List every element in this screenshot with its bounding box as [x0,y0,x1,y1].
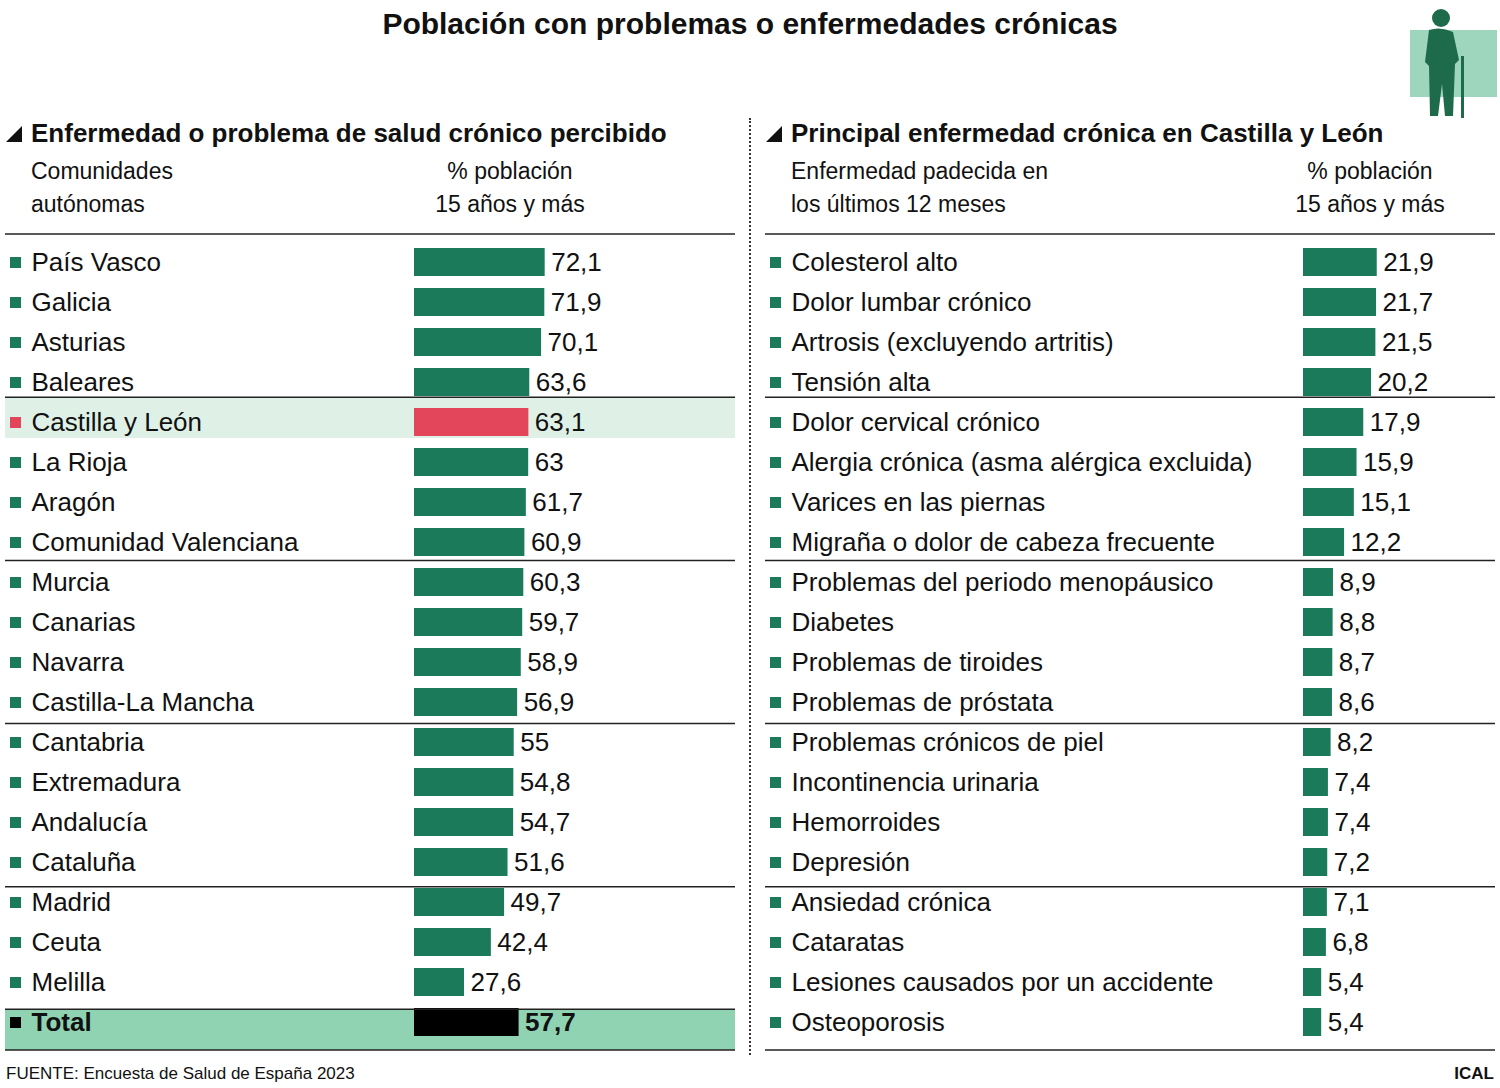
svg-text:12,2: 12,2 [1351,527,1402,557]
svg-text:Murcia: Murcia [32,567,111,597]
svg-text:60,9: 60,9 [531,527,582,557]
svg-text:Diabetes: Diabetes [792,607,895,637]
svg-text:Lesiones causados por un accid: Lesiones causados por un accidente [792,967,1214,997]
svg-text:5,4: 5,4 [1328,1007,1364,1037]
svg-text:8,8: 8,8 [1339,607,1375,637]
svg-text:63,6: 63,6 [536,367,587,397]
html-text:Enfermedad o problema de salud: Enfermedad o problema de salud crónico p… [31,118,667,148]
html-text:Principal enfermedad crónica e: Principal enfermedad crónica en Castilla… [791,118,1384,148]
svg-text:8,2: 8,2 [1337,727,1373,757]
svg-text:49,7: 49,7 [511,887,562,917]
svg-text:Problemas del periodo menopáus: Problemas del periodo menopáusico [792,567,1214,597]
svg-text:Alergia crónica (asma alérgica: Alergia crónica (asma alérgica excluida) [792,447,1253,477]
svg-text:Problemas de próstata: Problemas de próstata [792,687,1054,717]
svg-text:27,6: 27,6 [471,967,522,997]
svg-text:8,9: 8,9 [1339,567,1375,597]
svg-text:Osteoporosis: Osteoporosis [792,1007,945,1037]
svg-text:Castilla-La Mancha: Castilla-La Mancha [32,687,255,717]
svg-text:21,9: 21,9 [1383,247,1434,277]
svg-text:Melilla: Melilla [32,967,106,997]
svg-text:59,7: 59,7 [529,607,580,637]
svg-text:Baleares: Baleares [32,367,135,397]
svg-text:Migraña o dolor de cabeza frec: Migraña o dolor de cabeza frecuente [792,527,1216,557]
html-text:FUENTE: Encuesta de Salud de E: FUENTE: Encuesta de Salud de España 2023 [6,1064,355,1083]
svg-text:21,7: 21,7 [1383,287,1434,317]
svg-text:Extremadura: Extremadura [32,767,181,797]
svg-text:Cataratas: Cataratas [792,927,905,957]
svg-text:54,8: 54,8 [520,767,571,797]
svg-text:Andalucía: Andalucía [32,807,148,837]
svg-text:Varices en las piernas: Varices en las piernas [792,487,1046,517]
svg-text:72,1: 72,1 [551,247,602,277]
svg-text:Ceuta: Ceuta [32,927,102,957]
svg-text:Depresión: Depresión [792,847,911,877]
svg-text:20,2: 20,2 [1378,367,1429,397]
svg-text:Incontinencia urinaria: Incontinencia urinaria [792,767,1040,797]
svg-text:55: 55 [520,727,549,757]
svg-text:63: 63 [535,447,564,477]
svg-text:Galicia: Galicia [32,287,112,317]
svg-text:Cataluña: Cataluña [32,847,137,877]
svg-text:5,4: 5,4 [1328,967,1364,997]
svg-text:Hemorroides: Hemorroides [792,807,941,837]
svg-text:Madrid: Madrid [32,887,111,917]
svg-text:La Rioja: La Rioja [32,447,128,477]
svg-text:17,9: 17,9 [1370,407,1421,437]
html-text:% población 15 años y más: % población 15 años y más [1295,158,1445,217]
svg-text:Artrosis (excluyendo artritis): Artrosis (excluyendo artritis) [792,327,1114,357]
svg-text:8,6: 8,6 [1338,687,1374,717]
svg-text:Aragón: Aragón [32,487,116,517]
svg-text:71,9: 71,9 [551,287,602,317]
svg-text:15,1: 15,1 [1360,487,1411,517]
svg-text:54,7: 54,7 [520,807,571,837]
svg-text:60,3: 60,3 [530,567,581,597]
html-text:Población con problemas o enfe: Población con problemas o enfermedades c… [382,7,1118,40]
html-text:Enfermedad padecida en los últ: Enfermedad padecida en los últimos 12 me… [791,158,1048,217]
svg-text:42,4: 42,4 [497,927,548,957]
svg-text:6,8: 6,8 [1332,927,1368,957]
svg-text:Dolor lumbar crónico: Dolor lumbar crónico [792,287,1032,317]
svg-text:58,9: 58,9 [527,647,578,677]
svg-text:Navarra: Navarra [32,647,125,677]
svg-text:7,4: 7,4 [1334,807,1370,837]
svg-text:70,1: 70,1 [548,327,599,357]
html-text:% población 15 años y más: % población 15 años y más [435,158,585,217]
svg-text:Canarias: Canarias [32,607,136,637]
svg-text:Ansiedad crónica: Ansiedad crónica [792,887,992,917]
svg-text:País Vasco: País Vasco [32,247,162,277]
svg-text:Castilla y León: Castilla y León [32,407,203,437]
svg-text:Asturias: Asturias [32,327,126,357]
svg-text:61,7: 61,7 [532,487,583,517]
svg-text:15,9: 15,9 [1363,447,1414,477]
svg-text:Colesterol alto: Colesterol alto [792,247,958,277]
svg-text:51,6: 51,6 [514,847,565,877]
svg-text:Tensión alta: Tensión alta [792,367,931,397]
svg-text:57,7: 57,7 [525,1007,576,1037]
svg-text:Comunidad Valenciana: Comunidad Valenciana [32,527,299,557]
svg-text:8,7: 8,7 [1339,647,1375,677]
svg-text:Problemas de tiroides: Problemas de tiroides [792,647,1043,677]
html-text:ICAL: ICAL [1454,1064,1494,1083]
svg-text:Total: Total [32,1007,92,1037]
svg-text:Dolor cervical crónico: Dolor cervical crónico [792,407,1041,437]
svg-text:56,9: 56,9 [524,687,575,717]
svg-text:21,5: 21,5 [1382,327,1433,357]
svg-text:63,1: 63,1 [535,407,586,437]
svg-text:7,2: 7,2 [1334,847,1370,877]
svg-text:7,1: 7,1 [1333,887,1369,917]
html-text:Comunidades autónomas: Comunidades autónomas [31,158,173,217]
svg-text:7,4: 7,4 [1334,767,1370,797]
svg-text:Cantabria: Cantabria [32,727,145,757]
svg-text:Problemas crónicos de piel: Problemas crónicos de piel [792,727,1104,757]
